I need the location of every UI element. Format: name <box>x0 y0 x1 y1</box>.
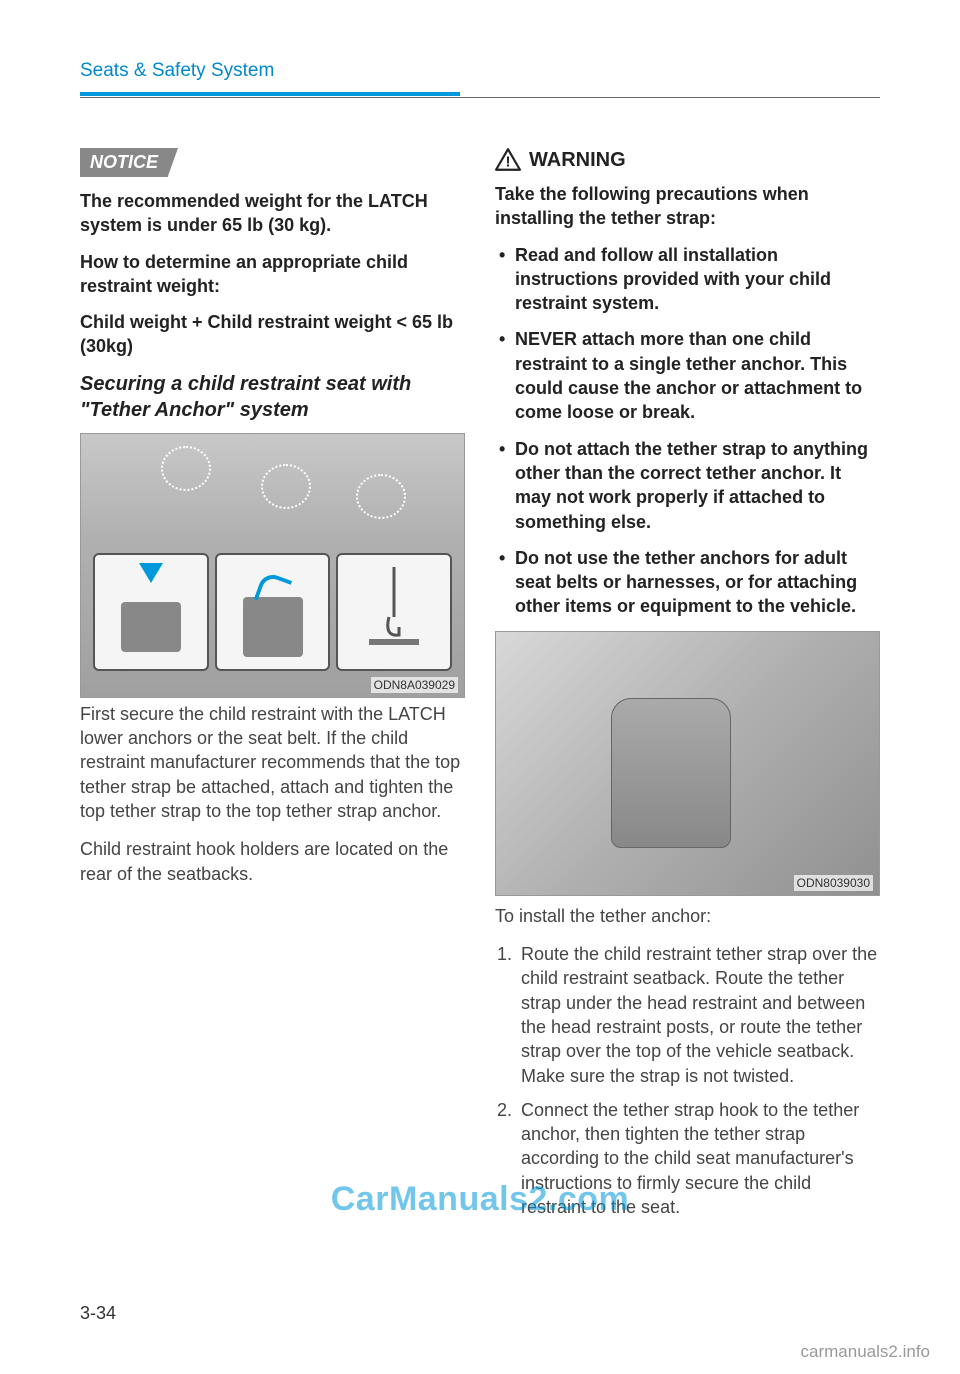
inset-anchor-cover <box>93 553 209 671</box>
warning-bullet-item: Do not attach the tether strap to anythi… <box>495 437 880 534</box>
inset-anchor-open <box>215 553 331 671</box>
left-column: NOTICE The recommended weight for the LA… <box>80 148 465 1229</box>
warning-bullet-item: NEVER attach more than one child restrai… <box>495 327 880 424</box>
section-breadcrumb: Seats & Safety System <box>80 60 880 82</box>
arrow-down-icon <box>139 563 163 583</box>
body-paragraph-2: Child restraint hook holders are located… <box>80 837 465 886</box>
warning-bullet-item: Read and follow all installation instruc… <box>495 243 880 316</box>
install-steps-list: Route the child restraint tether strap o… <box>495 942 880 1219</box>
warning-intro: Take the following precautions when inst… <box>495 182 880 231</box>
warning-bullet-item: Do not use the tether anchors for adult … <box>495 546 880 619</box>
site-watermark: carmanuals2.info <box>801 1342 930 1362</box>
body-paragraph-1: First secure the child restraint with th… <box>80 702 465 823</box>
anchor-cover-shape <box>121 602 181 652</box>
anchor-indicator-circle <box>356 474 406 519</box>
tether-figure: ODN8A039029 <box>80 433 465 698</box>
notice-badge: NOTICE <box>80 148 168 177</box>
figure-background <box>81 434 464 697</box>
car-seat-illustration <box>496 632 879 895</box>
warning-bullet-list: Read and follow all installation instruc… <box>495 243 880 619</box>
warning-triangle-icon: ! <box>495 148 521 172</box>
notice-label: NOTICE <box>90 152 158 172</box>
notice-paragraph-2: How to determine an appropriate child re… <box>80 250 465 299</box>
watermark-text: CarManuals2.com <box>331 1180 630 1219</box>
right-column: ! WARNING Take the following precautions… <box>495 148 880 1229</box>
child-seat-figure: ODN8039030 <box>495 631 880 896</box>
notice-corner-shape <box>168 148 178 176</box>
figure-code-label: ODN8039030 <box>794 875 873 891</box>
notice-paragraph-3: Child weight + Child restraint weight < … <box>80 310 465 359</box>
inset-hook <box>336 553 452 671</box>
header-accent-bar <box>80 92 460 96</box>
warning-label: WARNING <box>529 149 626 172</box>
anchor-indicator-circle <box>161 446 211 491</box>
warning-header: ! WARNING <box>495 148 880 172</box>
page-header: Seats & Safety System <box>0 0 960 98</box>
install-step: Route the child restraint tether strap o… <box>495 942 880 1088</box>
content-columns: NOTICE The recommended weight for the LA… <box>0 98 960 1229</box>
hook-strap-icon <box>364 567 424 657</box>
anchor-indicator-circle <box>261 464 311 509</box>
tether-section-title: Securing a child restraint seat with "Te… <box>80 371 465 423</box>
page-number: 3-34 <box>80 1303 116 1324</box>
notice-paragraph-1: The recommended weight for the LATCH sys… <box>80 189 465 238</box>
svg-text:!: ! <box>505 154 510 171</box>
child-seat-shape <box>611 698 731 848</box>
figure-insets <box>87 547 458 677</box>
figure-code-label: ODN8A039029 <box>371 677 458 693</box>
install-intro: To install the tether anchor: <box>495 904 880 928</box>
